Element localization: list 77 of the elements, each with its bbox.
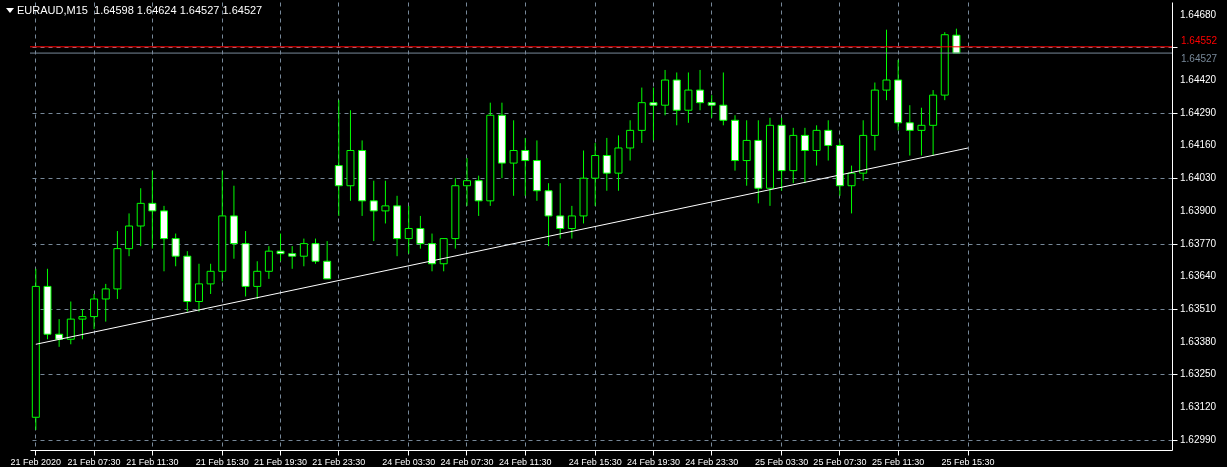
candlestick: [90, 293, 99, 330]
candlestick: [428, 233, 437, 272]
candlestick: [567, 205, 576, 240]
candlestick: [649, 87, 658, 141]
candlestick: [824, 119, 833, 162]
y-tick-label: 1.64680: [1180, 8, 1217, 20]
x-tick-label: 24 Feb 23:30: [685, 456, 739, 467]
candlestick: [404, 205, 413, 255]
candlestick: [264, 245, 273, 280]
x-tick-label: 21 Feb 07:30: [67, 456, 121, 467]
candlestick: [684, 71, 693, 124]
candlestick: [369, 180, 378, 242]
x-tick-label: 24 Feb 07:30: [440, 456, 494, 467]
candlestick: [462, 157, 471, 207]
candlestick: [206, 263, 215, 295]
y-tick-label: 1.63510: [1180, 303, 1217, 315]
x-tick-label: 21 Feb 15:30: [195, 456, 249, 467]
candlestick: [474, 175, 483, 217]
candlestick: [101, 283, 110, 323]
candlestick: [626, 119, 635, 162]
x-tick-label: 21 Feb 2020: [10, 456, 62, 467]
y-tick-label: 1.64030: [1180, 172, 1217, 184]
x-tick-label: 24 Feb 03:30: [382, 456, 436, 467]
candlestick: [591, 142, 600, 207]
y-tick-label: 1.63250: [1180, 368, 1217, 380]
candlestick: [78, 308, 87, 340]
candlestick: [707, 94, 716, 119]
y-tick-label: 1.64290: [1180, 106, 1217, 118]
candlestick: [742, 119, 751, 187]
candlestick: [288, 245, 297, 270]
candlestick: [952, 28, 961, 54]
candlestick: [194, 263, 203, 313]
candlestick: [521, 137, 530, 197]
candlestick: [311, 238, 320, 265]
y-tick-label: 1.63640: [1180, 270, 1217, 282]
x-tick-label: 25 Feb 07:30: [813, 456, 867, 467]
candlestick: [556, 182, 565, 240]
x-tick-label: 21 Feb 23:30: [312, 456, 366, 467]
candlestick: [299, 238, 308, 267]
candlestick: [719, 71, 728, 126]
candlestick: [381, 180, 390, 224]
x-tick-label: 21 Feb 19:30: [254, 456, 308, 467]
x-tick-label: 25 Feb 03:30: [755, 456, 809, 467]
candlestick: [696, 69, 705, 111]
x-tick-label: 25 Feb 11:30: [871, 456, 925, 467]
candlestick: [136, 187, 145, 247]
candlestick: [882, 29, 891, 101]
ref-line-label: 1.64527: [1181, 53, 1218, 65]
candlestick: [125, 212, 134, 257]
chart-title: EURAUD,M15 1.64598 1.64624 1.64527 1.64527: [17, 4, 263, 16]
x-tick-label: 24 Feb 19:30: [626, 456, 680, 467]
ref-line-label: 1.64552: [1181, 34, 1218, 46]
candlestick: [148, 170, 157, 250]
y-tick-label: 1.63770: [1180, 237, 1217, 249]
candlestick: [812, 124, 821, 167]
candlestick: [66, 301, 75, 345]
candlestick: [905, 104, 914, 157]
y-tick-label: 1.63120: [1180, 401, 1217, 413]
y-tick-label: 1.63900: [1180, 204, 1217, 216]
x-tick-label: 25 Feb 15:30: [941, 456, 995, 467]
y-tick-label: 1.62990: [1180, 433, 1217, 445]
candlestick: [323, 240, 332, 280]
candlestick: [416, 215, 425, 250]
y-tick-label: 1.63380: [1180, 335, 1217, 347]
candlestick: [847, 165, 856, 214]
candlestick: [253, 260, 262, 300]
candlestick: [334, 99, 343, 217]
y-tick-label: 1.64420: [1180, 74, 1217, 86]
candlestick: [276, 233, 285, 262]
x-tick-label: 24 Feb 11:30: [499, 456, 552, 467]
x-tick-label: 24 Feb 15:30: [568, 456, 622, 467]
y-tick-label: 1.64160: [1180, 139, 1217, 151]
x-tick-label: 21 Feb 11:30: [126, 456, 179, 467]
candlestick: [917, 107, 926, 157]
candlestick: [509, 119, 518, 197]
candlestick: [602, 137, 611, 192]
candlestick: [171, 233, 180, 267]
